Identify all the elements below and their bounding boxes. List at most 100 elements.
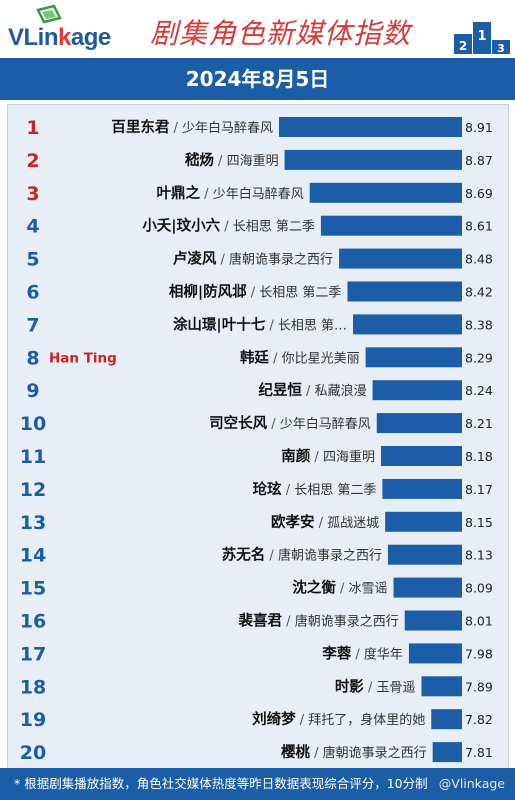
bar xyxy=(376,413,462,434)
character-name: 刘绮梦 xyxy=(252,710,296,728)
separator: / xyxy=(310,746,323,761)
bar-value-label: 8.15 xyxy=(465,515,493,530)
bar-value-label: 8.69 xyxy=(465,186,493,201)
bar xyxy=(385,511,462,532)
page-title: 剧集角色新媒体指数 xyxy=(150,17,412,50)
bar-value-label: 8.87 xyxy=(465,153,493,168)
character-name: 南颜 xyxy=(281,447,310,465)
character-name: 樱桃 xyxy=(281,743,310,761)
row-label: 樱桃 / 唐朝诡事录之西行 xyxy=(281,743,427,761)
character-name: 纪昱恒 xyxy=(258,381,302,399)
footer: * 根据剧集播放指数，角色社交媒体热度等昨日数据表现综合评分，10分制 @Vli… xyxy=(0,768,515,800)
bar-value-label: 8.38 xyxy=(465,317,493,332)
logo-text: VLinkage xyxy=(8,24,111,51)
separator: / xyxy=(310,450,323,465)
separator: / xyxy=(220,220,233,235)
drama-name: 唐朝诡事录之西行 xyxy=(229,252,333,268)
separator: / xyxy=(282,615,295,630)
bar xyxy=(421,676,462,697)
drama-name: 唐朝诡事录之西行 xyxy=(295,614,399,630)
bar xyxy=(284,149,462,170)
rank-number: 9 xyxy=(26,380,39,402)
rank-number: 7 xyxy=(26,314,39,336)
separator: / xyxy=(265,318,278,333)
separator: / xyxy=(247,286,260,301)
row-label: 叶鼎之 / 少年白马醉春风 xyxy=(157,184,304,202)
character-name: 李蓉 xyxy=(321,644,351,662)
watermark: @Vlinkage xyxy=(438,776,505,791)
date-banner: 2024年8月5日 xyxy=(0,58,515,100)
drama-name: 长相思 第… xyxy=(278,318,347,333)
row-label: 韩廷 / 你比星光美丽 xyxy=(240,348,360,366)
drama-name: 长相思 第二季 xyxy=(259,286,341,301)
bar xyxy=(279,117,462,137)
separator: / xyxy=(267,417,280,432)
drama-name: 私藏浪漫 xyxy=(315,384,367,399)
rank-number: 4 xyxy=(26,216,39,238)
rank-number: 11 xyxy=(20,446,46,468)
bar xyxy=(339,248,462,269)
character-name: 嵇炀 xyxy=(185,151,214,169)
separator: / xyxy=(314,516,327,531)
character-name: 裴喜君 xyxy=(238,612,283,630)
svg-text:1: 1 xyxy=(477,29,486,44)
separator: / xyxy=(169,121,182,136)
bar-value-label: 8.91 xyxy=(465,120,493,135)
character-name: 时影 xyxy=(335,678,364,695)
bar xyxy=(365,347,462,368)
row-label: 时影 / 玉骨遥 xyxy=(335,678,416,695)
bar-value-label: 8.21 xyxy=(465,416,493,431)
rank-number: 6 xyxy=(26,282,39,304)
drama-name: 唐朝诡事录之西行 xyxy=(323,745,427,761)
drama-name: 唐朝诡事录之西行 xyxy=(278,548,382,564)
podium-icon: 2 1 3 xyxy=(454,22,510,54)
bar-value-label: 8.24 xyxy=(465,383,493,398)
header: VLinkage 剧集角色新媒体指数 2 1 3 xyxy=(0,0,515,56)
rank-number: 14 xyxy=(20,545,46,567)
row-label: 涂山璟|叶十七 / 长相思 第… xyxy=(173,315,347,333)
bar xyxy=(393,577,462,598)
row-label: 纪昱恒 / 私藏浪漫 xyxy=(258,381,366,399)
separator: / xyxy=(282,483,295,498)
row-label: 玱玹 / 长相思 第二季 xyxy=(253,480,377,498)
bar xyxy=(431,709,462,730)
rank-number: 2 xyxy=(26,150,39,172)
row-label: 苏无名 / 唐朝诡事录之西行 xyxy=(222,546,382,564)
separator: / xyxy=(351,647,364,662)
rank-number: 17 xyxy=(20,643,46,665)
character-name: 司空长风 xyxy=(209,414,267,432)
rank-number: 18 xyxy=(20,676,46,698)
drama-name: 你比星光美丽 xyxy=(282,351,360,366)
svg-text:2: 2 xyxy=(459,39,467,53)
rank-number: 12 xyxy=(20,479,46,501)
bar xyxy=(404,610,462,631)
character-name: 苏无名 xyxy=(222,546,266,564)
bar-value-label: 8.09 xyxy=(465,581,493,596)
rank-number: 8 xyxy=(26,347,39,369)
character-name: 欧孝安 xyxy=(271,513,315,531)
bar-value-label: 8.01 xyxy=(465,614,493,629)
bar-value-label: 7.98 xyxy=(465,646,493,661)
bar xyxy=(320,215,462,236)
row-label: 欧孝安 / 孤战迷城 xyxy=(271,513,379,531)
rank-number: 5 xyxy=(26,249,39,271)
rank-number: 1 xyxy=(26,117,39,139)
svg-text:3: 3 xyxy=(497,42,505,54)
ranking-chart: 8.91 1 百里东君 / 少年白马醉春风 8.87 2 嵇炀 / 四海重明 8.69 3 叶鼎… xyxy=(20,117,493,764)
bar xyxy=(382,478,462,499)
row-label: 裴喜君 / 唐朝诡事录之西行 xyxy=(238,612,399,630)
drama-name: 冰雪谣 xyxy=(349,582,388,597)
rank-number: 16 xyxy=(20,611,46,633)
vlinkage-logo: VLinkage xyxy=(8,4,128,51)
row-label: 卢凌风 / 唐朝诡事录之西行 xyxy=(173,250,333,268)
drama-name: 四海重明 xyxy=(227,153,279,169)
rank-number: 3 xyxy=(26,183,39,205)
row-label: 小夭|玟小六 / 长相思 第二季 xyxy=(142,217,315,235)
bar-value-label: 8.18 xyxy=(465,449,493,464)
rank-number: 10 xyxy=(20,413,46,435)
bar-value-label: 7.82 xyxy=(465,712,493,727)
rank-number: 20 xyxy=(20,742,46,764)
bar xyxy=(432,742,462,763)
character-name: 韩廷 xyxy=(240,348,269,366)
separator: / xyxy=(269,351,282,366)
